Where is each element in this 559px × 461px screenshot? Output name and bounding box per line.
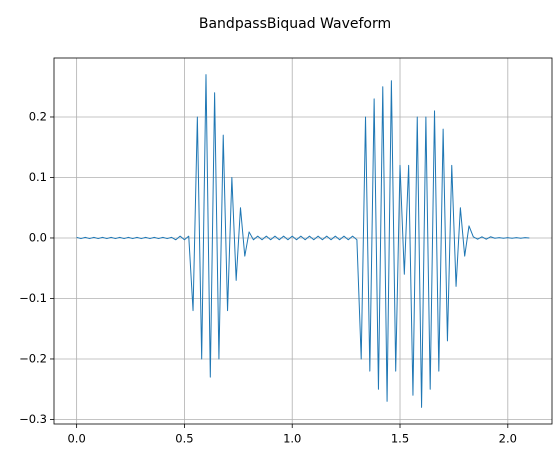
y-tick-label: 0.1 [29, 170, 47, 184]
y-tick-label: 0.0 [29, 230, 47, 244]
x-tick-label: 2.0 [499, 432, 517, 446]
y-tick-label: −0.1 [19, 291, 47, 305]
waveform-line [76, 74, 530, 408]
x-tick-label: 0.0 [67, 432, 85, 446]
y-tick-label: −0.2 [19, 351, 47, 365]
x-tick-label: 0.5 [175, 432, 193, 446]
y-tick-label: 0.2 [29, 109, 47, 123]
x-tick-label: 1.5 [391, 432, 409, 446]
chart-title: BandpassBiquad Waveform [199, 16, 391, 32]
plot-frame [53, 57, 553, 425]
x-tick-label: 1.0 [283, 432, 301, 446]
y-tick-label: −0.3 [19, 412, 47, 426]
